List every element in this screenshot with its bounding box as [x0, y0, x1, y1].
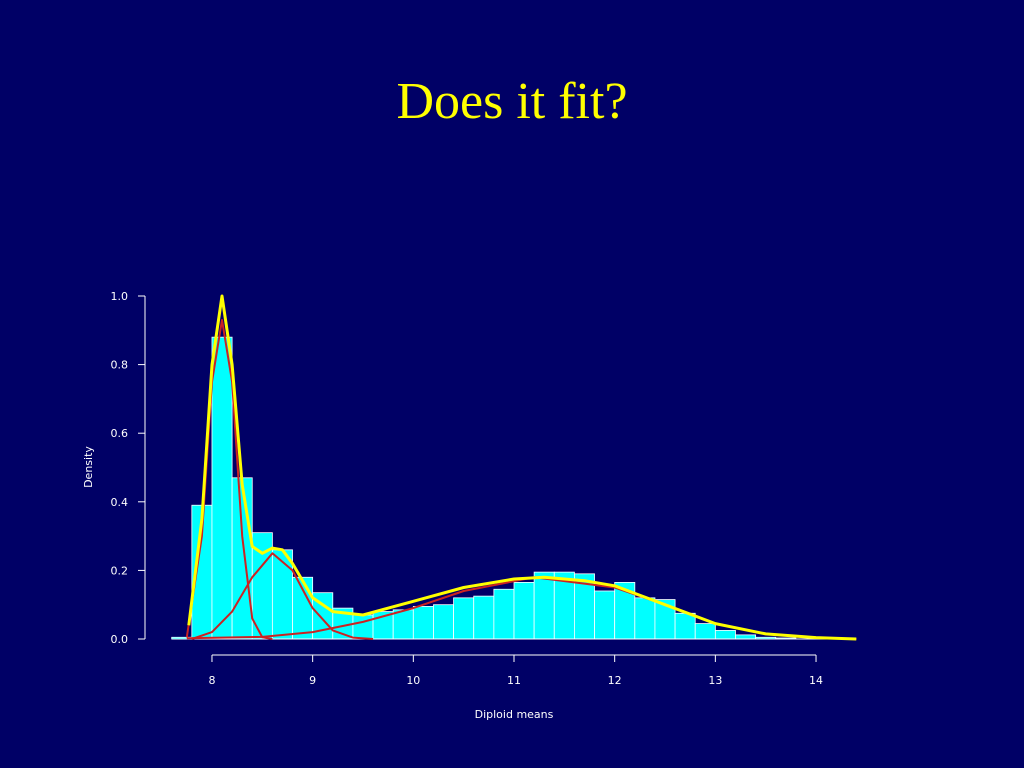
density-curve	[191, 552, 374, 640]
x-tick-label: 8	[208, 674, 215, 687]
y-axis-label: Density	[82, 446, 95, 488]
bar	[271, 549, 293, 640]
y-tick-label: 0.4	[111, 496, 129, 509]
bar	[533, 571, 555, 640]
bar	[694, 623, 716, 640]
bar	[473, 595, 495, 640]
y-tick-label: 0.8	[111, 359, 129, 372]
bar	[634, 597, 656, 640]
x-tick-label: 9	[309, 674, 316, 687]
x-tick-label: 12	[608, 674, 622, 687]
x-tick-label: 10	[406, 674, 420, 687]
y-tick-label: 1.0	[111, 290, 129, 303]
bar	[674, 612, 696, 640]
bar	[211, 336, 233, 640]
x-tick-label: 11	[507, 674, 521, 687]
bar	[493, 588, 515, 640]
bar	[453, 597, 475, 640]
density-curve	[187, 294, 857, 641]
bar	[594, 590, 616, 640]
bar	[392, 609, 414, 640]
chart-title: Does it fit?	[396, 73, 627, 130]
bar	[292, 576, 314, 640]
x-tick-label: 14	[809, 674, 823, 687]
x-tick-label: 13	[708, 674, 722, 687]
bar	[513, 582, 535, 640]
bar	[352, 614, 374, 640]
bar	[735, 634, 757, 640]
bar	[714, 630, 736, 640]
y-tick-label: 0.6	[111, 427, 129, 440]
y-tick-label: 0.0	[111, 633, 129, 646]
bar	[231, 477, 253, 640]
y-tick-label: 0.2	[111, 564, 129, 577]
bar	[412, 606, 434, 640]
x-axis-label: Diploid means	[475, 708, 554, 721]
bar	[433, 604, 454, 640]
